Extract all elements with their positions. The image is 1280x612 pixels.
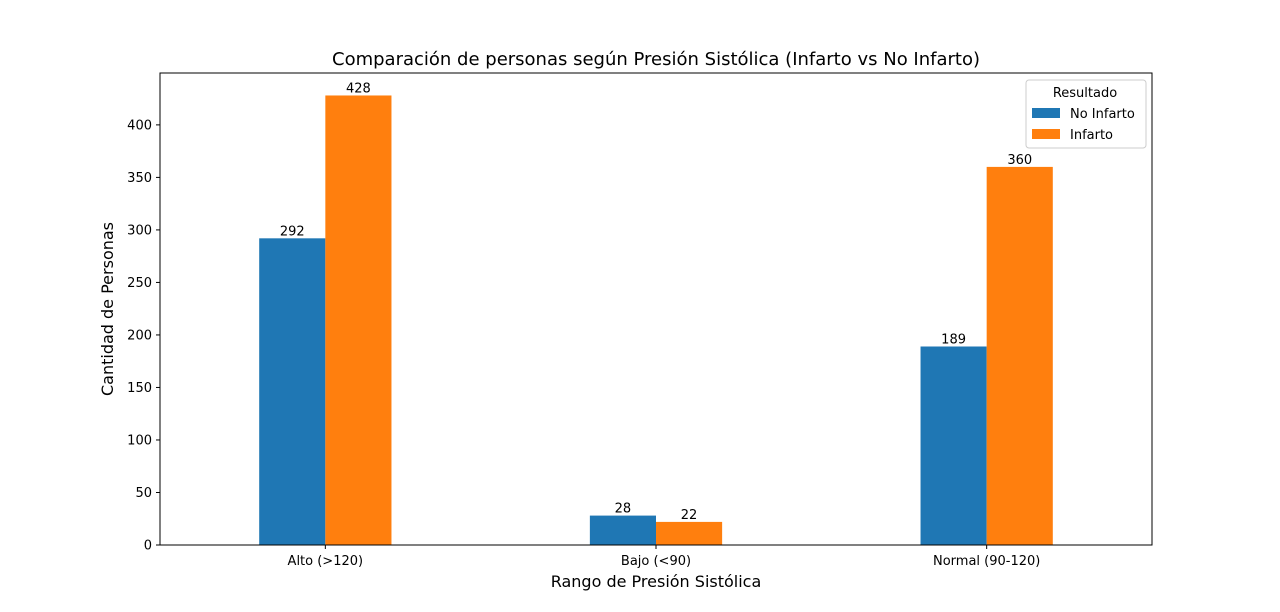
bars-layer: 292 28 189 428 22 360 [259, 81, 1053, 545]
x-axis-title: Rango de Presión Sistólica [551, 572, 762, 591]
bar-value-label: 22 [681, 508, 698, 523]
y-tick-label: 50 [135, 486, 152, 501]
legend-swatch-no-infarto [1032, 108, 1060, 118]
legend-swatch-infarto [1032, 129, 1060, 139]
bar-value-label: 28 [615, 502, 632, 517]
bar-infarto-bajo-90 [656, 521, 723, 545]
legend-label-no-infarto: No Infarto [1070, 107, 1135, 122]
x-tick-label: Alto (>120) [288, 554, 364, 569]
bar-infarto-alto-120 [325, 95, 392, 545]
legend-label-infarto: Infarto [1070, 128, 1113, 143]
bar-no-infarto-bajo-90 [589, 515, 656, 545]
y-tick-label: 100 [127, 433, 152, 448]
bar-value-label: 189 [941, 332, 966, 347]
y-tick-label: 400 [127, 118, 152, 133]
chart-title: Comparación de personas según Presión Si… [332, 49, 980, 70]
bar-value-label: 292 [280, 224, 305, 239]
legend: Resultado No Infarto Infarto [1025, 79, 1147, 149]
y-tick-label: 150 [127, 381, 152, 396]
y-tick-label: 0 [144, 539, 152, 554]
plot-area-frame [159, 72, 1153, 546]
bar-infarto-normal-90-120 [986, 166, 1053, 545]
bar-no-infarto-normal-90-120 [920, 346, 987, 545]
x-tick-label: Bajo (<90) [621, 554, 691, 569]
y-tick-label: 350 [127, 171, 152, 186]
bar-value-label: 428 [346, 81, 371, 96]
bar-no-infarto-alto-120 [259, 238, 326, 545]
y-tick-label: 250 [127, 276, 152, 291]
ticks-layer: 0 50 100 150 200 250 300 350 400 Alto (>120) Bajo … [127, 118, 1040, 569]
legend-title: Resultado [1053, 86, 1117, 101]
x-tick-label: Normal (90-120) [933, 554, 1040, 569]
y-tick-label: 300 [127, 223, 152, 238]
y-axis-title: Cantidad de Personas [98, 222, 117, 396]
y-tick-label: 200 [127, 328, 152, 343]
bar-value-label: 360 [1007, 153, 1032, 168]
